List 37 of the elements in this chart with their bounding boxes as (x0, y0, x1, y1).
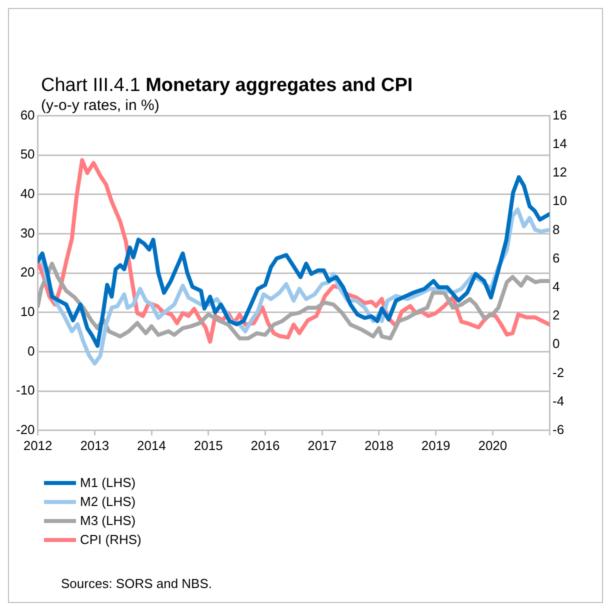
x-tick-label: 2012 (23, 438, 52, 453)
y2-tick-label: 10 (552, 193, 568, 208)
y2-tick-label: 8 (552, 222, 560, 237)
y2-tick-label: 6 (552, 250, 560, 266)
y-tick-label: 50 (20, 146, 35, 162)
y2-tick-label: -6 (552, 422, 564, 437)
y-tick-label: 10 (20, 304, 35, 320)
x-tick-label: 2015 (194, 438, 223, 453)
x-tick-label: 2019 (421, 438, 450, 453)
x-tick-label: 2014 (137, 438, 166, 453)
y-tick-label: 60 (20, 107, 35, 122)
y2-tick-label: -4 (552, 393, 564, 408)
x-tick-label: 2020 (478, 438, 508, 453)
legend-label: CPI (RHS) (80, 532, 142, 547)
y-tick-label: 40 (20, 186, 35, 202)
y2-tick-label: 16 (552, 107, 568, 122)
y-tick-label: 20 (20, 264, 35, 280)
y2-tick-label: 2 (552, 308, 560, 323)
x-tick-label: 2016 (250, 438, 280, 453)
y2-tick-label: 14 (552, 136, 568, 151)
legend-label: M1 (LHS) (80, 475, 136, 490)
y2-tick-label: 4 (552, 278, 560, 294)
legend-label: M2 (LHS) (80, 494, 136, 509)
x-tick-label: 2018 (364, 438, 394, 453)
y-tick-label: 0 (28, 343, 35, 358)
y2-tick-label: 0 (552, 336, 560, 352)
y2-tick-label: -2 (552, 364, 564, 380)
y-tick-label: -10 (16, 382, 35, 398)
y2-tick-label: 12 (552, 164, 568, 180)
x-tick-label: 2017 (308, 438, 337, 453)
chart-subtitle: (y-o-y rates, in %) (41, 97, 160, 114)
y-tick-label: -20 (16, 422, 35, 437)
legend-label: M3 (LHS) (80, 513, 136, 528)
x-tick-label: 2013 (80, 438, 110, 453)
chart-title: Chart III.4.1 Monetary aggregates and CPI (41, 75, 413, 96)
source-note: Sources: SORS and NBS. (61, 576, 212, 591)
y-tick-label: 30 (20, 225, 35, 240)
